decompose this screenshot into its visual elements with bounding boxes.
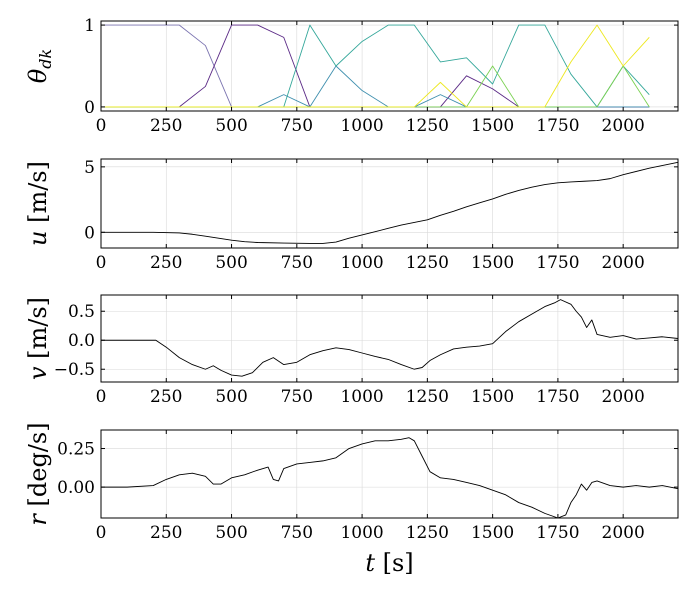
- y-tick-label: 0.00: [57, 478, 95, 498]
- y-tick-label: 0.25: [57, 440, 95, 460]
- x-tick-label: 1750: [536, 523, 579, 543]
- x-tick-label: 750: [281, 523, 313, 543]
- series-line-0: [101, 161, 679, 244]
- x-tick-label: 2000: [602, 253, 645, 273]
- axes-frame: [100, 429, 679, 519]
- y-tick-label: 1: [84, 16, 95, 36]
- x-tick-label: 250: [150, 387, 182, 407]
- theta-subplot: 0 250 500 750 1000 1250 1500 1750 2000 0 1 θdk: [24, 16, 679, 136]
- x-tick-label: 0: [96, 387, 107, 407]
- axes-frame: [100, 158, 679, 249]
- y-axis-label: θdk: [24, 49, 55, 83]
- series-line-0: [101, 437, 679, 519]
- r-subplot: 0 250 500 750 1000 1250 1500 1750 2000 0.25 0.00r …: [24, 422, 679, 577]
- x-tick-label: 1750: [536, 387, 579, 407]
- series-line-2: [101, 65, 650, 108]
- y-tick-label: 0: [84, 98, 95, 118]
- x-tick-label: 500: [215, 116, 247, 136]
- x-tick-label: 0: [96, 116, 107, 136]
- x-tick-label: 1250: [406, 116, 449, 136]
- x-tick-label: 0: [96, 253, 107, 273]
- x-tick-label: 1250: [406, 523, 449, 543]
- x-tick-label: 2000: [602, 523, 645, 543]
- x-tick-label: 500: [215, 523, 247, 543]
- x-tick-label: 1500: [471, 523, 514, 543]
- x-tick-label: 2000: [602, 387, 645, 407]
- series-line-3: [101, 24, 650, 108]
- x-tick-label: 1000: [340, 116, 383, 136]
- v-subplot: 0 250 500 750 1000 1250 1500 1750 2000 0.5 0.0 −0.5…: [24, 294, 679, 407]
- x-tick-label: 750: [281, 253, 313, 273]
- x-axis-label: t [s]: [365, 549, 413, 577]
- y-tick-label: 0: [84, 223, 95, 243]
- x-tick-label: 1500: [471, 253, 514, 273]
- x-tick-label: 1750: [536, 253, 579, 273]
- series-line-4: [101, 65, 650, 108]
- x-tick-label: 1750: [536, 116, 579, 136]
- y-axis-label: v [m/s]: [24, 297, 52, 380]
- x-tick-label: 1000: [340, 523, 383, 543]
- y-tick-label: −0.5: [54, 360, 95, 380]
- series-line-0: [101, 299, 679, 377]
- y-axis-label: u [m/s]: [24, 161, 52, 246]
- x-tick-label: 750: [281, 116, 313, 136]
- x-tick-label: 1000: [340, 387, 383, 407]
- x-tick-label: 500: [215, 387, 247, 407]
- x-tick-label: 250: [150, 253, 182, 273]
- y-tick-label: 5: [84, 158, 95, 178]
- x-tick-label: 500: [215, 253, 247, 273]
- x-tick-label: 1500: [471, 387, 514, 407]
- x-tick-label: 0: [96, 523, 107, 543]
- y-axis-label: r [deg/s]: [24, 422, 52, 525]
- u-subplot: 0 250 500 750 1000 1250 1500 1750 2000 0 5 u [m/s]: [24, 158, 679, 273]
- x-tick-label: 1500: [471, 116, 514, 136]
- x-tick-label: 1000: [340, 253, 383, 273]
- y-tick-label: 0.5: [68, 302, 95, 322]
- axes-frame: [100, 20, 679, 112]
- x-tick-label: 250: [150, 523, 182, 543]
- x-tick-label: 250: [150, 116, 182, 136]
- x-tick-label: 1250: [406, 387, 449, 407]
- y-tick-label: 0.0: [68, 331, 95, 351]
- x-tick-label: 750: [281, 387, 313, 407]
- x-tick-label: 1250: [406, 253, 449, 273]
- x-tick-label: 2000: [602, 116, 645, 136]
- series-line-5: [101, 24, 650, 108]
- axes-frame: [100, 294, 679, 383]
